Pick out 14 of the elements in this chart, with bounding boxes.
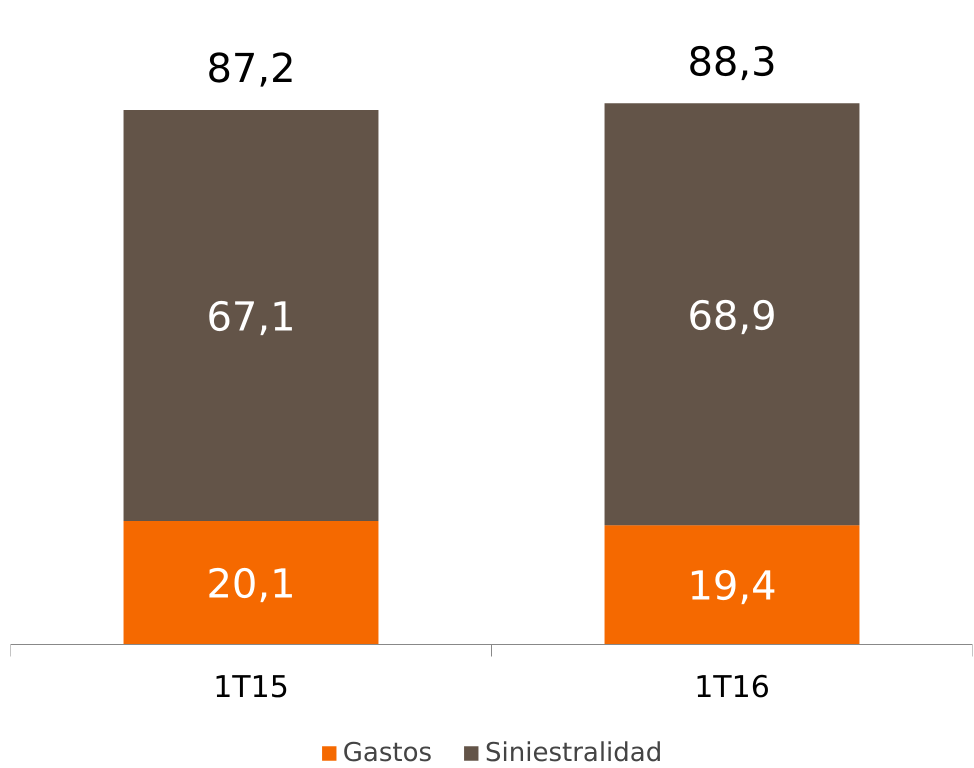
bar [604, 525, 860, 644]
x-tick-label: 1T16 [694, 670, 770, 706]
data-label: 19,4 [687, 564, 777, 610]
legend-label: Siniestralidad [485, 738, 662, 768]
legend-label: Gastos [342, 738, 432, 768]
bar [124, 110, 378, 521]
data-label: 68,9 [687, 293, 777, 340]
bar [604, 103, 860, 526]
data-label: 67,1 [206, 294, 296, 340]
bar [124, 520, 378, 644]
data-label: 20,1 [206, 562, 296, 608]
total-label: 88,3 [687, 39, 777, 86]
total-label: 87,2 [206, 46, 296, 92]
x-tick-label: 1T15 [213, 670, 289, 706]
